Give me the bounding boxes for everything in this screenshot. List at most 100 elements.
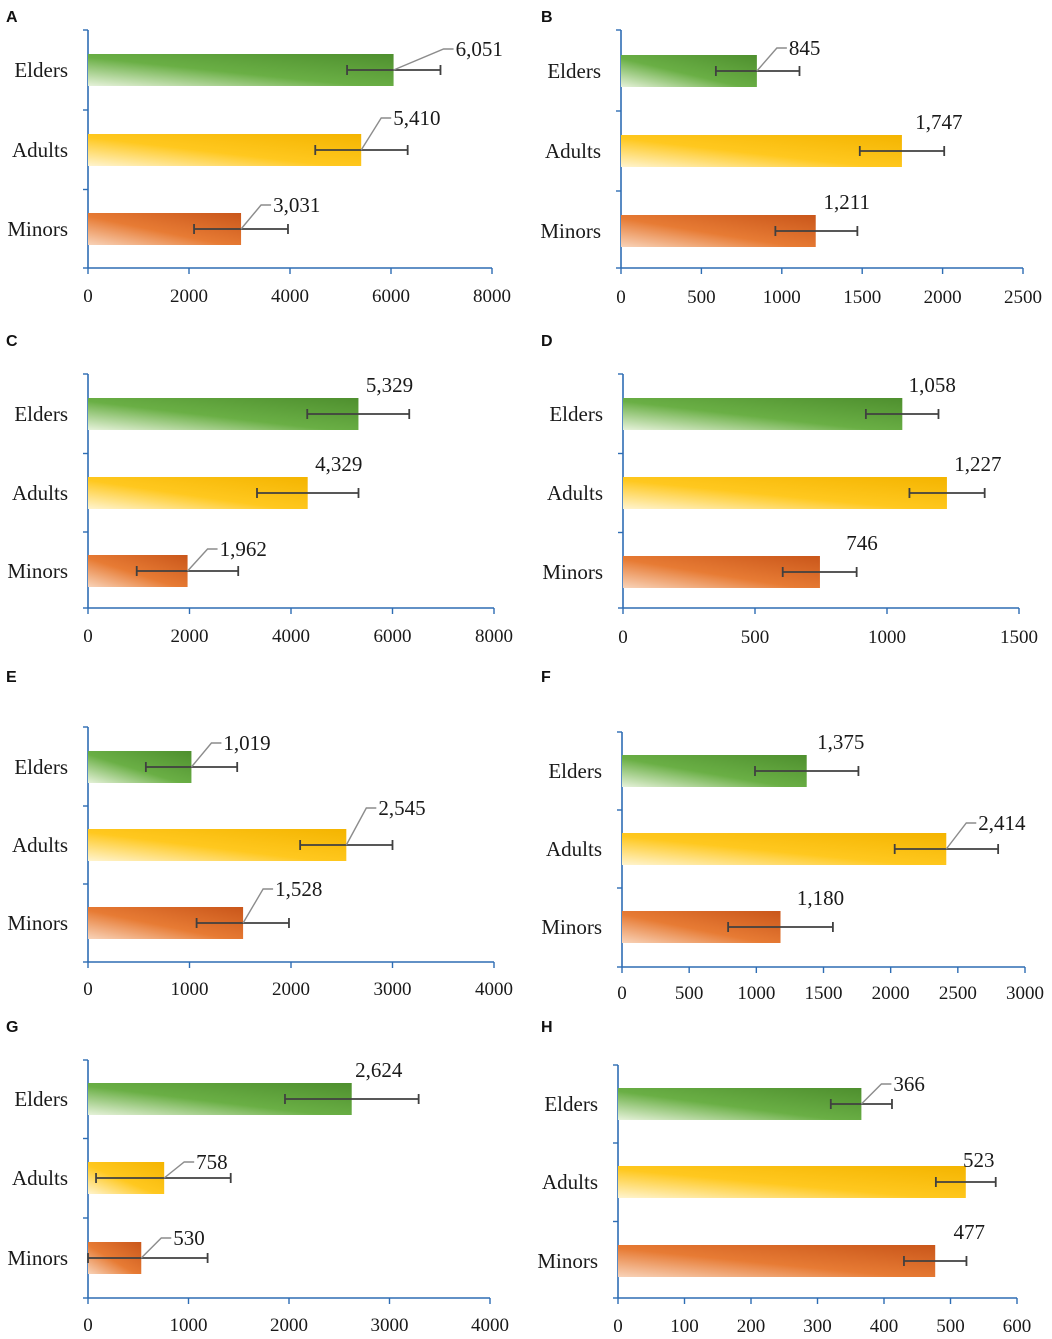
value-leader-line (187, 548, 218, 572)
category-label-elders: Elders (547, 59, 601, 83)
x-tick-label: 4000 (475, 979, 513, 1000)
value-label-minors: 1,962 (220, 537, 267, 561)
bar-elders (623, 398, 903, 430)
x-tick-label: 2000 (872, 983, 910, 1004)
x-tick-label: 500 (687, 287, 716, 308)
x-tick-label: 0 (617, 983, 627, 1004)
category-label-minors: Minors (540, 219, 601, 243)
x-tick-label: 0 (613, 1316, 623, 1337)
value-leader-line (393, 48, 454, 71)
x-tick-label: 400 (870, 1316, 899, 1337)
x-tick-label: 1000 (868, 627, 906, 648)
panel-letter: E (6, 669, 17, 686)
value-leader-line (190, 742, 222, 768)
value-label-minors: 530 (173, 1226, 205, 1250)
chart-panel-h: H 0 100 200 300 400 500 600 Elders 366 Adults 523 Mi… (537, 1019, 1031, 1337)
category-label-adults: Adults (547, 481, 603, 505)
x-tick-label: 4000 (471, 1315, 509, 1336)
value-label-elders: 845 (789, 36, 821, 60)
value-label-adults: 523 (963, 1148, 995, 1172)
category-label-elders: Elders (549, 402, 603, 426)
x-tick-label: 2500 (1004, 287, 1042, 308)
value-leader-line (945, 822, 977, 850)
category-label-adults: Adults (546, 837, 602, 861)
bar-minors (618, 1245, 936, 1277)
value-label-elders: 5,329 (366, 373, 413, 397)
category-label-adults: Adults (12, 481, 68, 505)
value-label-minors: 477 (953, 1220, 985, 1244)
value-label-adults: 5,410 (393, 106, 440, 130)
x-tick-label: 8000 (475, 626, 513, 647)
value-label-elders: 1,375 (817, 730, 864, 754)
value-label-minors: 1,180 (797, 886, 844, 910)
category-label-elders: Elders (548, 759, 602, 783)
x-tick-label: 4000 (272, 626, 310, 647)
category-label-minors: Minors (7, 217, 68, 241)
value-leader-line (242, 888, 274, 924)
value-label-minors: 1,528 (275, 877, 322, 901)
value-label-adults: 1,227 (954, 452, 1001, 476)
value-label-elders: 1,019 (223, 731, 270, 755)
panel-letter: B (541, 9, 553, 26)
value-label-adults: 758 (196, 1150, 228, 1174)
x-tick-label: 1000 (763, 287, 801, 308)
category-label-adults: Adults (12, 833, 68, 857)
value-label-adults: 4,329 (315, 452, 362, 476)
x-tick-label: 0 (83, 626, 93, 647)
x-tick-label: 0 (83, 286, 93, 307)
category-label-elders: Elders (14, 755, 68, 779)
chart-panel-d: D 0 500 1000 1500 Elders 1,058 Adults 1,227 Minor… (541, 333, 1038, 648)
x-tick-label: 2000 (270, 1315, 308, 1336)
chart-panel-a: A 0 2000 4000 6000 8000 Elders 6,051 Adults 5,410… (6, 9, 511, 307)
panel-letter: F (541, 669, 551, 686)
panel-letter: C (6, 333, 18, 350)
x-tick-label: 0 (83, 979, 93, 1000)
bar-elders (88, 54, 394, 86)
x-tick-label: 100 (670, 1316, 699, 1337)
x-tick-label: 0 (616, 287, 626, 308)
value-label-adults: 2,414 (978, 811, 1026, 835)
x-tick-label: 500 (675, 983, 704, 1004)
category-label-minors: Minors (542, 560, 603, 584)
bar-adults (621, 135, 902, 167)
category-label-minors: Minors (7, 559, 68, 583)
panel-letter: H (541, 1019, 553, 1036)
value-label-minors: 3,031 (273, 193, 320, 217)
value-label-elders: 2,624 (355, 1058, 403, 1082)
category-label-elders: Elders (544, 1092, 598, 1116)
x-tick-label: 300 (803, 1316, 832, 1337)
value-leader-line (756, 47, 787, 72)
category-label-minors: Minors (7, 911, 68, 935)
value-label-elders: 6,051 (456, 37, 503, 61)
panel-letter: A (6, 9, 18, 26)
category-label-minors: Minors (541, 915, 602, 939)
x-tick-label: 1000 (737, 983, 775, 1004)
category-label-minors: Minors (537, 1249, 598, 1273)
category-label-adults: Adults (12, 1166, 68, 1190)
x-tick-label: 600 (1003, 1316, 1032, 1337)
value-leader-line (163, 1161, 195, 1179)
value-label-adults: 2,545 (378, 796, 425, 820)
x-tick-label: 1000 (171, 979, 209, 1000)
x-tick-label: 6000 (372, 286, 410, 307)
category-label-adults: Adults (542, 1170, 598, 1194)
bar-adults (622, 833, 947, 865)
panel-letter: D (541, 333, 553, 350)
value-label-elders: 366 (893, 1072, 925, 1096)
x-tick-label: 0 (83, 1315, 93, 1336)
chart-panel-b: B 0 500 1000 1500 2000 2500 Elders 845 Adults 1,74… (540, 9, 1042, 308)
chart-panel-g: G 0 1000 2000 3000 4000 Elders 2,624 Adults 758 Mi… (6, 1019, 509, 1336)
x-tick-label: 2500 (939, 983, 977, 1004)
value-leader-line (360, 117, 392, 151)
category-label-adults: Adults (12, 138, 68, 162)
x-tick-label: 4000 (271, 286, 309, 307)
value-leader-line (345, 807, 377, 846)
value-label-elders: 1,058 (909, 373, 956, 397)
x-tick-label: 200 (737, 1316, 766, 1337)
x-tick-label: 1500 (805, 983, 843, 1004)
x-tick-label: 3000 (374, 979, 412, 1000)
x-tick-label: 2000 (170, 286, 208, 307)
value-label-minors: 1,211 (823, 190, 869, 214)
category-label-elders: Elders (14, 402, 68, 426)
x-tick-label: 0 (618, 627, 628, 648)
